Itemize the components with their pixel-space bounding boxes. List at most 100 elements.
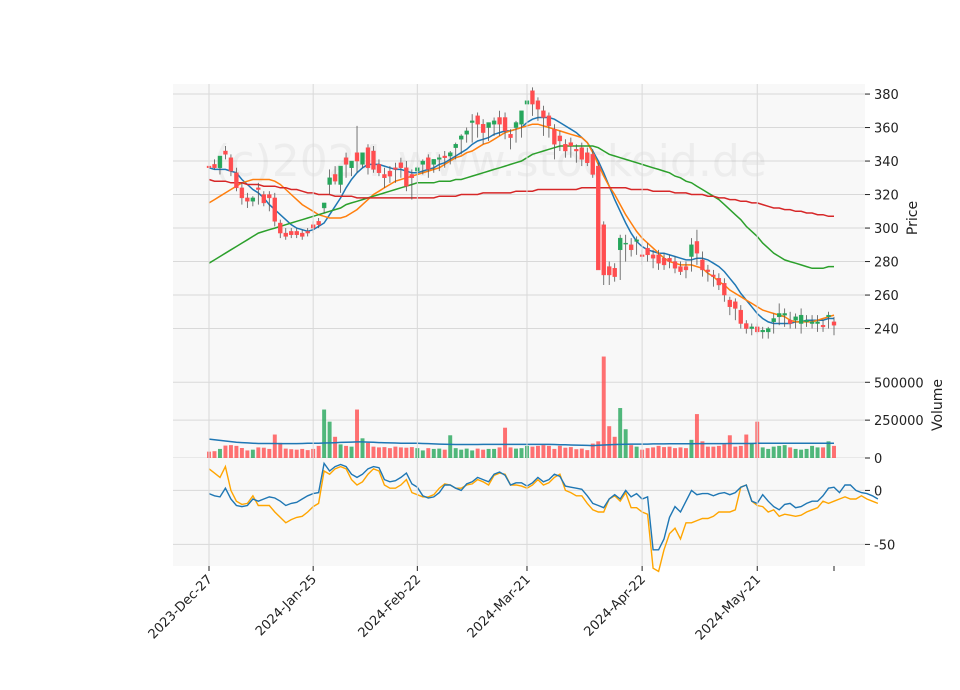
candle-body (431, 159, 436, 165)
price-tick-label: 360 (874, 122, 899, 137)
candle-body (267, 194, 272, 199)
volume-bar (541, 445, 546, 458)
volume-bar (793, 448, 798, 458)
volume-bar (305, 450, 310, 458)
candle-body (667, 258, 672, 262)
volume-bar (612, 436, 617, 458)
volume-panel: 0 250000 500000 Volume (173, 352, 946, 467)
volume-bar (289, 449, 294, 458)
volume-bar (278, 442, 283, 458)
candle-body (239, 187, 245, 199)
candle-body (360, 152, 365, 165)
candle-body (804, 319, 809, 323)
x-tick-label: 2023-Dec-27 (146, 572, 216, 642)
volume-bar (651, 447, 656, 458)
volume-bar (382, 447, 387, 458)
volume-bar (459, 449, 464, 458)
volume-bar (387, 448, 392, 458)
candle-body (727, 299, 733, 307)
indicator-panel-bg (173, 458, 865, 566)
volume-bar (261, 447, 266, 458)
candle-body (809, 321, 815, 324)
volume-bar (749, 442, 754, 458)
volume-bar (322, 409, 327, 458)
volume-bar (420, 450, 425, 458)
volume-bar (673, 448, 677, 458)
candle-body (245, 197, 250, 202)
candle-body (464, 130, 469, 135)
x-tick-label: 2024-Mar-21 (465, 572, 534, 641)
volume-bar (239, 448, 244, 458)
volume-tick-label: 500000 (874, 376, 924, 391)
candle-body (711, 274, 716, 277)
candle-body (332, 174, 338, 182)
volume-bar (678, 447, 683, 458)
candle-body (563, 144, 568, 152)
price-tick-label: 320 (874, 189, 899, 204)
candle-body (672, 261, 678, 269)
volume-bar (470, 450, 475, 458)
volume-bar (771, 446, 776, 458)
candle-body (376, 164, 382, 173)
candle-body (316, 221, 321, 225)
candle-body (738, 309, 743, 324)
volume-bar (596, 441, 601, 458)
volume-bar (256, 447, 261, 458)
candle-body (426, 157, 431, 170)
volume-bar (711, 446, 716, 458)
volume-bar (667, 446, 672, 458)
volume-bar (568, 447, 573, 458)
candle-body (437, 157, 442, 160)
vertical-gridlines (208, 84, 758, 566)
volume-bar (486, 448, 491, 458)
candle-body (212, 164, 217, 168)
candle-body (508, 134, 513, 138)
candle-body (393, 167, 398, 170)
candle-body (409, 174, 415, 178)
candle-body (459, 135, 464, 140)
volume-bar (217, 448, 222, 458)
candle-body (491, 120, 497, 125)
volume-bar (497, 447, 502, 458)
volume-bar (700, 441, 705, 458)
candle-body (760, 330, 765, 333)
candle-body (618, 237, 623, 251)
candle-body (217, 155, 223, 168)
volume-bar (234, 445, 239, 458)
candle-body (442, 155, 447, 158)
candle-body (234, 172, 239, 189)
candle-body (689, 244, 694, 257)
candle-body (826, 314, 831, 318)
candle-body (223, 150, 228, 155)
indicator-axis-ticks: -50 0 (865, 484, 895, 553)
candle-body (519, 110, 524, 125)
indicator-tick-label: -50 (874, 538, 895, 553)
volume-bar (546, 445, 551, 458)
volume-bar (815, 447, 820, 458)
candle-body (612, 268, 617, 277)
candle-body (798, 314, 804, 324)
volume-bar (371, 446, 376, 458)
candle-body (535, 100, 541, 110)
candle-body (513, 122, 519, 128)
indicator-lines (208, 461, 879, 573)
candle-body (354, 152, 360, 162)
volume-bar (689, 439, 694, 458)
candle-body (634, 239, 639, 242)
candle-body (787, 319, 793, 324)
candle-body (820, 325, 826, 328)
candle-body (579, 147, 584, 160)
volume-bar (338, 444, 343, 458)
volume-bar (398, 447, 403, 458)
volume-bar (294, 449, 299, 458)
volume-tick-label: 250000 (874, 414, 924, 429)
candle-body (661, 258, 667, 266)
candle-body (338, 165, 343, 185)
volume-bar (245, 450, 250, 458)
candle-body (733, 301, 738, 309)
candle-body (552, 129, 557, 145)
candle-body (448, 152, 453, 157)
candle-body (530, 90, 535, 105)
volume-bar (722, 444, 727, 458)
candle-body (815, 321, 820, 324)
